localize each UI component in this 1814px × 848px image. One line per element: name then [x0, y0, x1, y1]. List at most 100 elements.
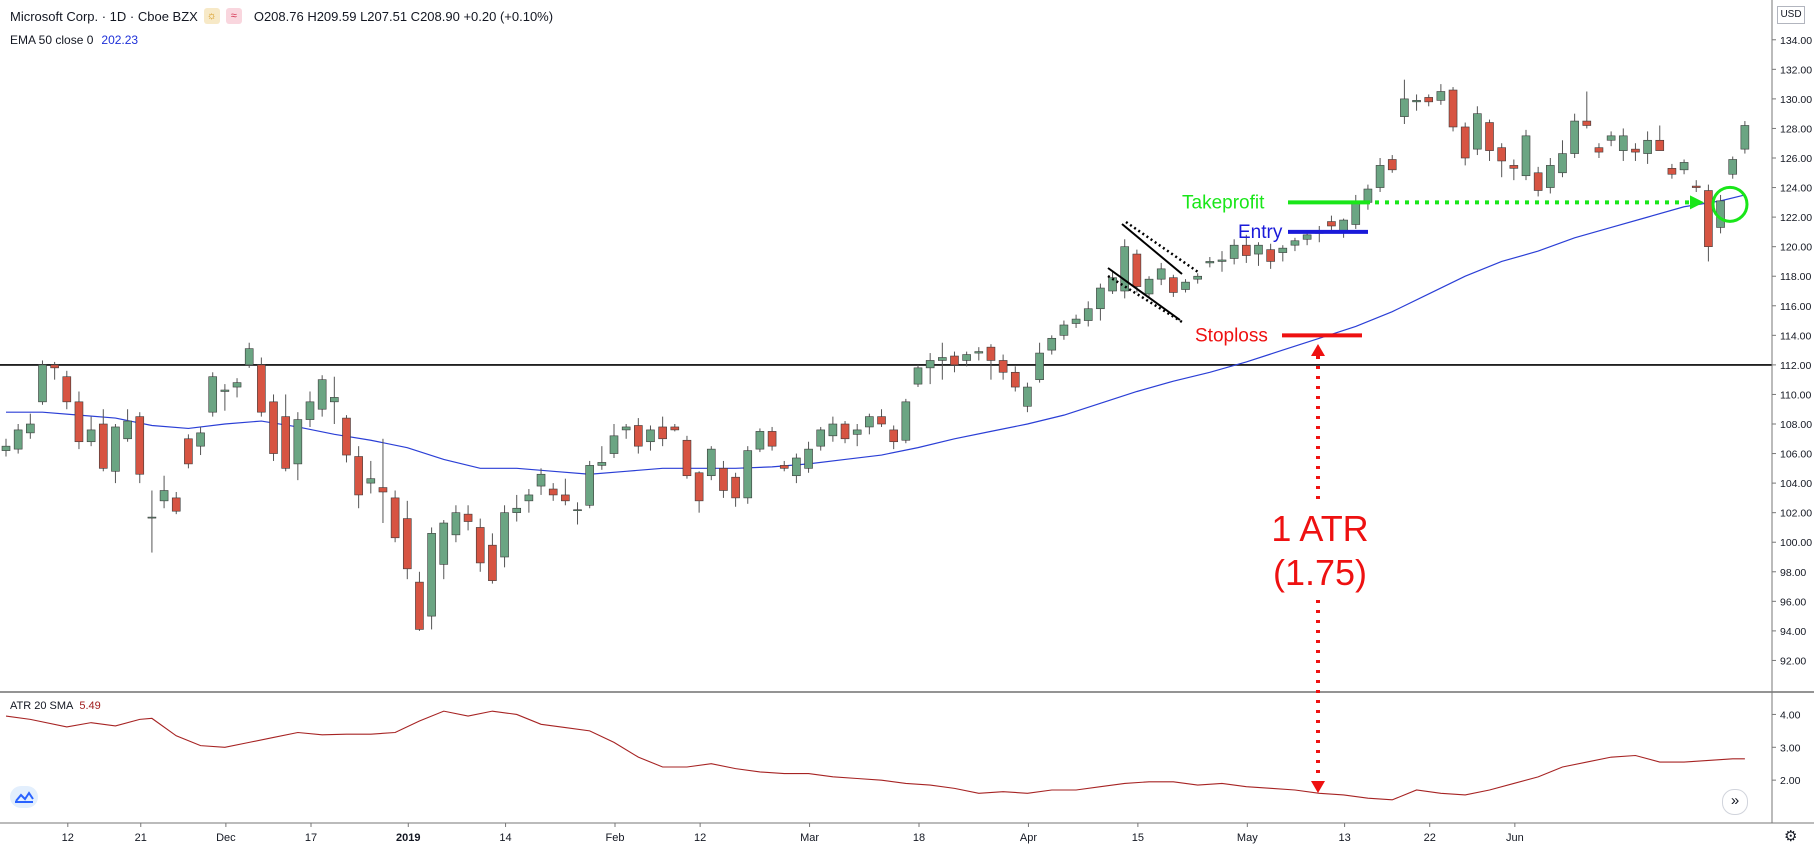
candle-body-up	[208, 376, 218, 413]
candle	[1667, 163, 1677, 179]
candle	[512, 494, 522, 522]
candle	[1302, 231, 1312, 246]
candle-body-up	[111, 426, 120, 472]
candle	[1254, 242, 1263, 266]
candle	[1740, 121, 1750, 154]
candle	[524, 489, 534, 513]
candle	[378, 438, 388, 524]
candle	[1691, 180, 1701, 192]
candle-body-up	[962, 354, 971, 361]
candle	[573, 502, 582, 525]
candle	[13, 424, 23, 454]
candle	[1655, 125, 1665, 151]
candle	[1460, 122, 1470, 166]
price-tick-label: 102.00	[1780, 508, 1812, 520]
candle	[1375, 158, 1385, 192]
candle-body-up	[1023, 386, 1032, 407]
candle	[463, 505, 473, 531]
atr-tick-label: 3.00	[1780, 742, 1801, 754]
candle-body-up	[1521, 135, 1531, 177]
wave-icon[interactable]: ≈	[225, 8, 242, 24]
time-tick-label: 15	[1132, 832, 1144, 844]
candle	[1120, 239, 1130, 299]
candle-body-up	[1679, 162, 1689, 171]
candle-body-down	[779, 465, 789, 469]
candle-body-up	[1473, 113, 1482, 150]
candle-body-down	[1448, 89, 1458, 128]
candle-body-down	[1242, 244, 1251, 256]
atr-legend[interactable]: ATR 20 SMA 5.49	[10, 700, 101, 712]
time-tick-label: Mar	[800, 832, 819, 844]
candle-body-down	[1667, 168, 1677, 175]
candle	[50, 361, 59, 380]
candle	[1023, 382, 1032, 413]
candle-body-up	[38, 364, 47, 403]
candle-body-up	[439, 522, 449, 565]
candle-body-up	[305, 401, 315, 420]
candle-body-down	[281, 416, 290, 469]
candle-body-up	[1618, 135, 1628, 151]
candle-body-up	[1120, 246, 1130, 292]
symbol-title[interactable]: Microsoft Corp. · 1D · Cboe BZX	[10, 8, 198, 24]
candle-body-down	[658, 426, 667, 440]
ema-value: 202.23	[101, 33, 139, 47]
candle-body-down	[1169, 277, 1178, 293]
candle	[986, 344, 996, 380]
candle	[38, 360, 47, 405]
candle-body-up	[1108, 277, 1117, 292]
candle	[1679, 159, 1689, 175]
tradingview-cloud-icon[interactable]	[10, 786, 38, 808]
price-tick-label: 118.00	[1780, 271, 1811, 283]
candle	[1290, 237, 1300, 252]
candle	[731, 472, 740, 507]
ema-legend[interactable]: EMA 50 close 0 202.23	[10, 33, 138, 47]
candle	[1400, 79, 1409, 125]
candle	[1509, 159, 1519, 181]
candle-body-up	[13, 429, 23, 450]
candle-body-down	[889, 429, 898, 443]
candle	[354, 446, 363, 509]
candle-body-down	[390, 497, 400, 539]
takeprofit-arrowhead	[1690, 195, 1704, 210]
ema-label: EMA 50 close 0	[10, 33, 94, 47]
candle-body-up	[1217, 259, 1227, 262]
candle-body-down	[475, 527, 485, 564]
price-tick-label: 100.00	[1780, 537, 1812, 549]
candle	[694, 471, 704, 513]
candle-body-up	[1096, 287, 1105, 310]
candle-body-up	[536, 473, 546, 487]
candle-body-up	[913, 367, 923, 385]
takeprofit-label: Takeprofit	[1182, 192, 1265, 213]
candle-body-up	[232, 382, 242, 388]
candle	[427, 527, 436, 630]
candle-body-up	[1083, 308, 1093, 321]
candle	[1643, 131, 1652, 164]
candle	[1010, 366, 1020, 392]
candle	[1278, 245, 1288, 262]
candle	[1594, 143, 1604, 158]
candle	[1606, 131, 1616, 147]
candle-body-down	[135, 416, 145, 475]
candle	[1521, 129, 1531, 181]
candle-body-down	[1387, 159, 1397, 171]
price-tick-label: 128.00	[1780, 123, 1812, 135]
candle-body-down	[548, 488, 558, 496]
candle	[1448, 87, 1458, 132]
candle-body-up	[1071, 318, 1081, 324]
currency-badge[interactable]: USD	[1777, 6, 1805, 24]
double-chevron-right-icon[interactable]: »	[1722, 789, 1748, 815]
price-tick-label: 122.00	[1780, 212, 1812, 224]
candle	[208, 372, 218, 417]
candle-body-up	[366, 478, 376, 484]
candle-body-down	[986, 346, 996, 361]
candle	[1096, 283, 1105, 321]
candle	[1229, 239, 1239, 265]
candle	[1169, 274, 1178, 297]
candle	[743, 446, 753, 504]
candle-body-down	[378, 487, 388, 493]
candle-body-down	[74, 401, 84, 443]
sun-icon[interactable]: ☼	[203, 8, 220, 24]
gear-icon[interactable]: ⚙	[1784, 828, 1798, 845]
candle	[877, 409, 886, 427]
